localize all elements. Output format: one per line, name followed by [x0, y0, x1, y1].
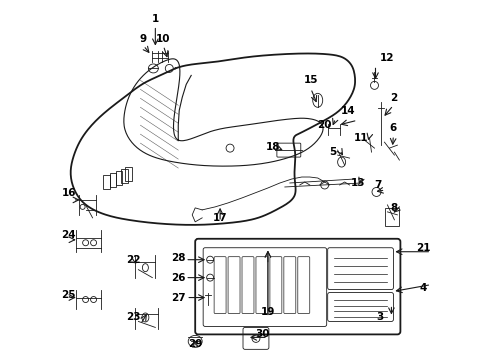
Text: 7: 7 — [374, 180, 381, 190]
Text: 27: 27 — [171, 293, 186, 302]
Bar — [102, 175, 110, 189]
Text: 15: 15 — [303, 75, 318, 85]
Text: 6: 6 — [390, 123, 397, 133]
Text: 26: 26 — [171, 273, 186, 283]
Bar — [386, 208, 399, 226]
Text: 23: 23 — [126, 312, 141, 323]
Text: 25: 25 — [61, 289, 76, 300]
Text: 17: 17 — [213, 213, 227, 223]
Bar — [116, 171, 122, 185]
Text: 16: 16 — [61, 188, 76, 198]
Text: 5: 5 — [329, 147, 336, 157]
Bar — [110, 173, 117, 187]
Text: 10: 10 — [156, 33, 171, 44]
Bar — [122, 169, 128, 183]
Text: 12: 12 — [380, 54, 395, 63]
Bar — [125, 167, 132, 181]
Text: 20: 20 — [318, 120, 332, 130]
Text: 24: 24 — [61, 230, 76, 240]
Text: 14: 14 — [342, 106, 356, 116]
Text: 3: 3 — [376, 312, 383, 323]
Text: 30: 30 — [256, 329, 270, 339]
Text: 13: 13 — [350, 178, 365, 188]
Text: 22: 22 — [126, 255, 141, 265]
Text: 1: 1 — [152, 14, 159, 24]
Text: 28: 28 — [171, 253, 186, 263]
Text: 8: 8 — [391, 203, 398, 213]
Text: 9: 9 — [140, 33, 147, 44]
Text: 21: 21 — [416, 243, 431, 253]
Text: 18: 18 — [266, 142, 280, 152]
Text: 11: 11 — [354, 133, 369, 143]
Text: 4: 4 — [419, 283, 427, 293]
Text: 2: 2 — [390, 93, 397, 103]
Text: 19: 19 — [261, 307, 275, 318]
Text: 29: 29 — [188, 339, 202, 349]
